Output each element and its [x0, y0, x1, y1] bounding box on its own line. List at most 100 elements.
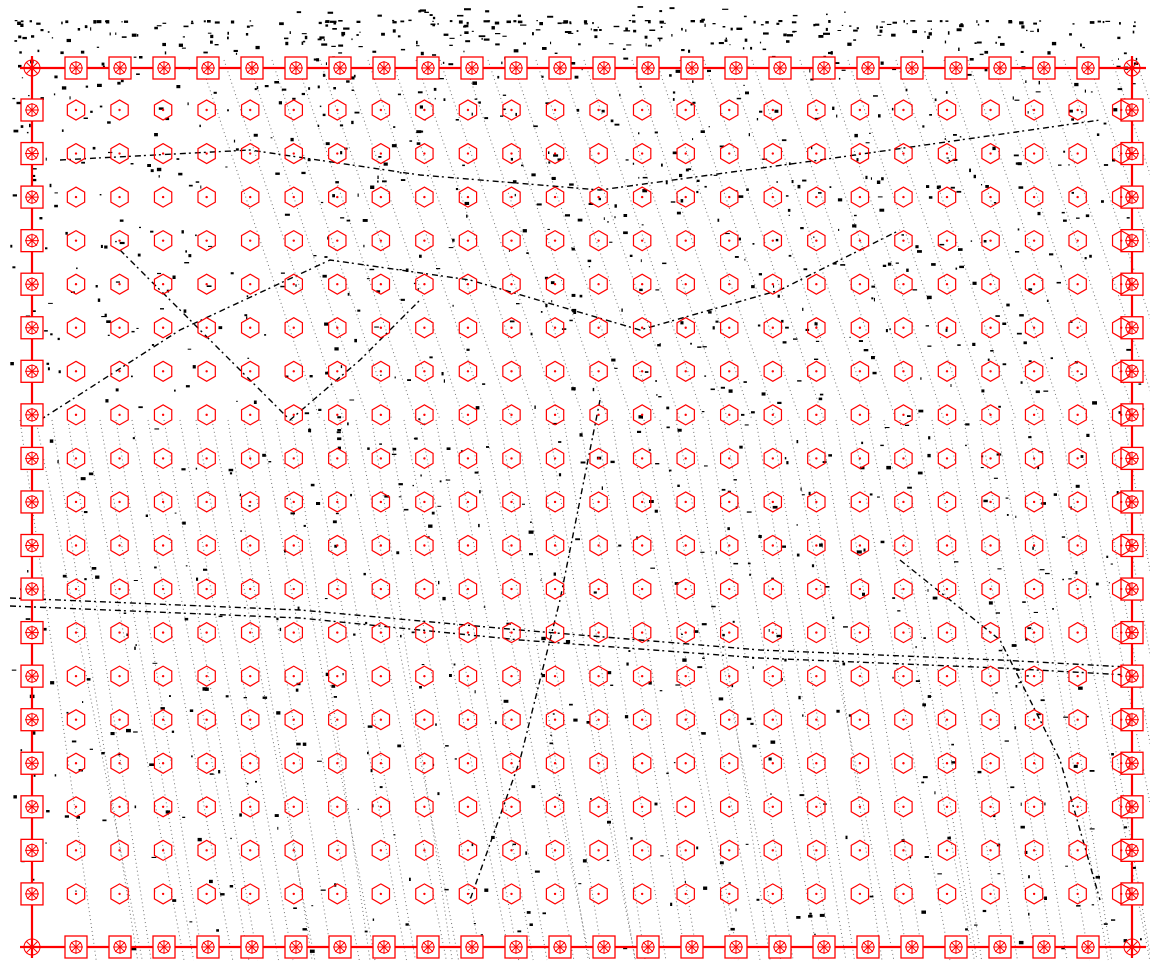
scan-speck — [580, 461, 586, 464]
scan-speck — [565, 214, 570, 217]
scan-speck — [199, 124, 201, 128]
field-line — [867, 419, 975, 961]
scan-speck — [464, 8, 471, 11]
hexagon-marker-icon — [545, 534, 565, 557]
scan-speck — [1073, 764, 1078, 768]
scan-speck — [378, 156, 382, 158]
hexagon-marker-icon — [66, 404, 86, 426]
top-edge-box-icon — [856, 56, 880, 80]
scan-speck — [674, 582, 679, 585]
hexagon-marker-icon — [894, 709, 913, 731]
scan-speck — [904, 424, 910, 426]
scan-speck — [548, 151, 550, 154]
scan-speck — [60, 51, 64, 55]
hexagon-marker-icon — [1024, 229, 1044, 252]
scan-speck — [640, 259, 642, 263]
hexagon-marker-icon — [632, 621, 652, 644]
scan-speck — [1078, 686, 1083, 690]
scan-speck — [81, 161, 85, 164]
scan-speck — [529, 553, 533, 556]
left-edge-box-icon — [20, 272, 44, 296]
scan-speck — [825, 27, 828, 31]
scan-speck — [929, 114, 932, 116]
top-edge-box-icon — [944, 56, 968, 80]
scan-speck — [347, 292, 350, 296]
field-line — [919, 59, 1041, 421]
scan-speck — [655, 289, 660, 291]
hexagon-marker-icon — [1068, 447, 1087, 470]
scan-speck — [372, 804, 374, 808]
scan-speck — [681, 633, 683, 635]
hexagon-marker-icon — [545, 229, 565, 252]
scan-speck — [675, 69, 681, 73]
top-edge-box-icon — [1032, 56, 1056, 80]
scan-speck — [62, 574, 67, 578]
scan-speck — [1063, 150, 1066, 153]
scan-speck — [483, 38, 490, 41]
scan-speck — [1108, 582, 1110, 584]
scan-speck — [399, 172, 402, 174]
scan-speck — [648, 20, 651, 24]
scan-speck — [31, 174, 36, 177]
hexagon-marker-icon — [284, 796, 304, 818]
hexagon-marker-icon — [458, 752, 478, 774]
scan-speck — [188, 254, 192, 258]
hexagon-marker-icon — [676, 709, 695, 731]
scan-speck — [882, 264, 887, 267]
corner-x-icon — [23, 938, 41, 956]
scan-speck — [156, 25, 162, 27]
scan-speck — [854, 133, 858, 138]
scan-speck — [647, 44, 652, 47]
scan-speck — [1062, 578, 1064, 581]
hexagon-marker-icon — [240, 534, 260, 557]
hexagon-marker-icon — [1111, 621, 1131, 644]
field-line — [535, 59, 657, 421]
hexagon-marker-icon — [458, 621, 478, 644]
scan-speck — [459, 34, 462, 36]
scan-speck — [264, 334, 267, 336]
hexagon-marker-icon — [850, 752, 870, 774]
hexagon-marker-icon — [632, 665, 652, 687]
scan-speck — [917, 471, 923, 475]
scan-speck — [607, 671, 612, 675]
scan-speck — [424, 11, 429, 13]
scan-speck — [284, 37, 289, 40]
field-line — [99, 419, 195, 961]
hexagon-marker-icon — [502, 839, 521, 862]
bottom-edge-box-icon — [724, 935, 748, 959]
scan-speck — [871, 356, 875, 360]
scan-speck — [869, 895, 874, 898]
scan-speck — [1063, 219, 1067, 222]
field-line — [943, 59, 1065, 421]
scan-speck — [295, 688, 299, 692]
scan-speck — [700, 551, 705, 553]
hexagon-marker-icon — [371, 404, 391, 426]
hexagon-marker-icon — [589, 229, 608, 252]
hexagon-marker-icon — [981, 360, 1000, 382]
scan-speck — [928, 32, 932, 36]
scan-speck — [951, 743, 954, 746]
scan-speck — [582, 859, 587, 863]
scan-speck — [31, 731, 36, 735]
scan-speck — [362, 219, 368, 222]
scan-speck — [573, 311, 577, 314]
scan-speck — [31, 35, 35, 38]
bottom-edge-box-icon — [108, 935, 132, 959]
hexagon-marker-icon — [807, 99, 826, 121]
hexagon-marker-icon — [110, 273, 129, 295]
hexagon-marker-icon — [1068, 404, 1087, 426]
field-line — [643, 419, 739, 961]
hexagon-marker-icon — [763, 709, 783, 731]
scan-speck — [791, 21, 797, 24]
scan-speck — [485, 10, 490, 13]
hexagon-marker-icon — [415, 796, 434, 818]
scan-speck — [1060, 265, 1062, 268]
scan-speck — [391, 453, 397, 455]
scan-speck — [442, 61, 445, 64]
scan-speck — [43, 627, 47, 631]
hexagon-marker-icon — [371, 273, 391, 295]
scan-speck — [207, 20, 211, 23]
scan-speck — [656, 394, 658, 396]
scan-speck — [684, 880, 686, 883]
scan-speck — [530, 521, 532, 523]
